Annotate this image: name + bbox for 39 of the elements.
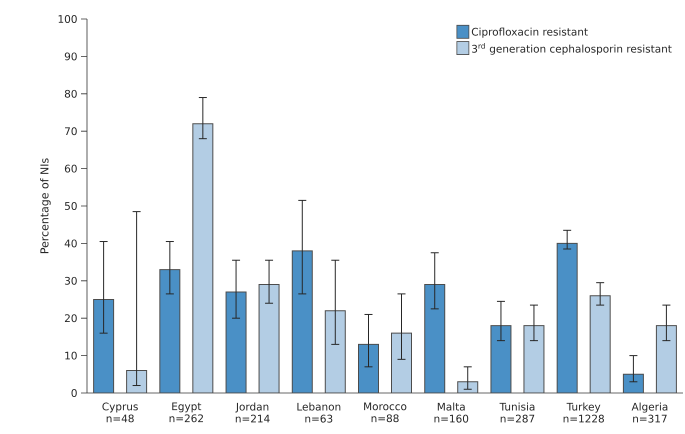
y-tick-label: 30 [64,276,77,285]
bar [424,284,446,393]
bar [622,374,644,393]
y-tick-label: 70 [65,127,77,136]
bar [93,299,114,393]
y-tick-label: 90 [64,52,77,60]
bar [226,292,247,393]
x-tick-label: Egypt n=262 [170,402,203,422]
x-tick-label: Jordan n=214 [235,402,270,422]
bar [391,332,412,393]
y-tick-label: 100 [58,15,77,23]
x-tick-label: Cyprus n=48 [102,402,138,422]
y-tick-label: 40 [64,239,77,248]
y-tick-label: 0 [72,389,77,397]
y-tick-label: 80 [64,90,77,98]
x-tick-label: Morocco n=88 [364,402,406,422]
x-tick-label: Malta n=160 [434,402,468,423]
legend-label: 3$^{rd}$ generation cephalosporin resistant [472,43,672,55]
x-tick-label: Lebanon n=63 [297,402,340,423]
y-tick-label: 60 [64,164,77,173]
bar [292,250,313,393]
x-tick-label: Tunisia n=287 [500,402,534,423]
bar [590,295,611,393]
x-tick-label: Algeria n=317 [632,402,668,423]
bar [490,325,512,393]
x-tick-label: Turkey n=1228 [564,402,604,423]
y-axis-title: Percentage of NIs [40,158,51,254]
bar [159,269,180,393]
bar [656,325,677,393]
bar [258,284,280,393]
y-tick-label: 50 [64,202,77,210]
bar [523,325,544,393]
y-tick-label: 20 [64,314,77,322]
legend-label: Ciprofloxacin resistant [472,28,588,38]
bar [192,123,214,393]
y-tick-label: 10 [65,352,77,360]
bar [556,242,578,393]
bar [358,344,380,393]
bar [324,310,346,393]
